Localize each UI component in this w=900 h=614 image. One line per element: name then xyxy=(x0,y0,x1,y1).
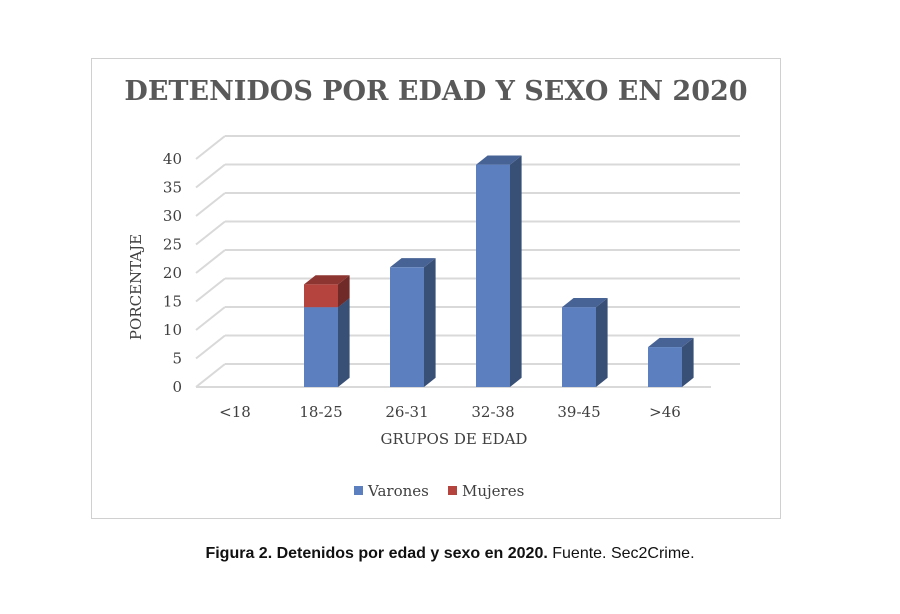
legend-label-varones: Varones xyxy=(367,482,429,500)
bar-varones xyxy=(562,298,608,387)
legend-swatch-mujeres xyxy=(448,486,457,495)
bar-side xyxy=(682,337,694,387)
x-tick-label: <18 xyxy=(219,403,251,421)
y-tick-label: 35 xyxy=(163,179,182,197)
y-tick-label: 30 xyxy=(163,207,182,225)
x-tick-label: 39-45 xyxy=(557,403,600,421)
x-axis-label: GRUPOS DE EDAD xyxy=(381,430,528,448)
bar-front xyxy=(562,307,596,387)
legend-label-mujeres: Mujeres xyxy=(462,482,524,500)
gridline-diagonal xyxy=(195,220,226,246)
x-tick-label: 26-31 xyxy=(385,403,428,421)
bar-varones xyxy=(390,258,436,387)
gridline-diagonal xyxy=(195,163,226,189)
bar-side xyxy=(596,298,608,387)
bar-varones xyxy=(304,298,350,387)
bar-top xyxy=(476,155,522,165)
y-tick-label: 5 xyxy=(172,350,182,368)
caption-source: Fuente. Sec2Crime. xyxy=(547,545,695,562)
bar-varones xyxy=(648,337,694,387)
legend-swatch-varones xyxy=(354,486,363,495)
bar-side xyxy=(338,275,350,308)
y-tick-label: 10 xyxy=(163,321,182,339)
y-axis-label: PORCENTAJE xyxy=(127,234,145,340)
x-tick-label: >46 xyxy=(649,403,681,421)
bar-side xyxy=(424,258,436,387)
y-tick-label: 20 xyxy=(163,264,182,282)
caption-bold: Figura 2. Detenidos por edad y sexo en 2… xyxy=(205,545,548,562)
gridline-diagonal xyxy=(195,192,226,217)
gridline-diagonal xyxy=(195,249,226,274)
bar-front xyxy=(390,267,424,387)
bar-top xyxy=(648,337,694,348)
bar-top xyxy=(304,275,350,285)
bar-varones xyxy=(476,155,522,387)
bar-front xyxy=(304,284,338,308)
bar-mujeres xyxy=(304,275,350,308)
bar-front xyxy=(304,307,338,387)
y-tick-label: 25 xyxy=(163,236,182,254)
gridline-diagonal xyxy=(195,363,226,388)
y-tick-label: 40 xyxy=(163,150,182,168)
x-tick-label: 32-38 xyxy=(471,403,514,421)
gridline-diagonal xyxy=(195,277,226,303)
bar-side xyxy=(338,298,350,387)
bar-top xyxy=(562,298,608,308)
figure-caption: Figura 2. Detenidos por edad y sexo en 2… xyxy=(0,545,900,563)
bar-top xyxy=(390,258,436,268)
gridline-diagonal xyxy=(195,306,226,331)
gridline-diagonal xyxy=(195,135,226,160)
bar-chart: DETENIDOS POR EDAD Y SEXO EN 2020 0 5 10 15… xyxy=(124,76,747,500)
bar-front xyxy=(476,164,510,387)
y-tick-label: 15 xyxy=(163,293,182,311)
bar-front xyxy=(648,347,682,387)
x-tick-label: 18-25 xyxy=(299,403,342,421)
bar-side xyxy=(510,155,522,387)
gridline-diagonal xyxy=(195,334,226,360)
chart-frame: DETENIDOS POR EDAD Y SEXO EN 2020 0 5 10 15… xyxy=(91,58,781,519)
chart-title: DETENIDOS POR EDAD Y SEXO EN 2020 xyxy=(124,76,747,107)
y-tick-label: 0 xyxy=(172,378,182,396)
